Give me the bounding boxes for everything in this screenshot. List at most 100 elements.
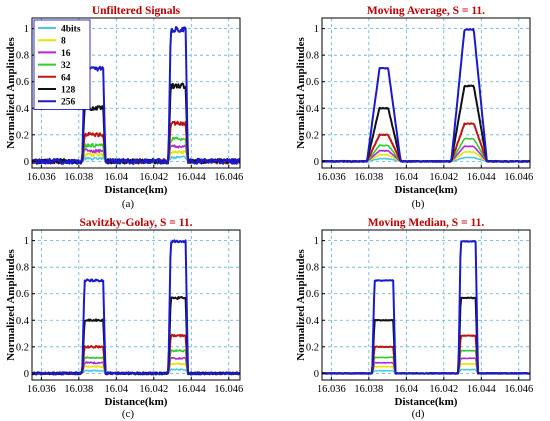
- chart-title: Unfiltered Signals: [92, 5, 181, 17]
- y-tick-label: 0.4: [306, 316, 320, 327]
- y-tick-label: 0.6: [16, 289, 29, 300]
- x-tick-label: 16.046: [214, 384, 243, 395]
- y-tick-label: 0.4: [16, 104, 30, 115]
- series-line-4: [322, 334, 530, 375]
- y-tick-label: 0: [24, 157, 29, 168]
- panel-caption: (b): [412, 198, 425, 210]
- y-tick-label: 0.2: [306, 342, 319, 353]
- series-group: [32, 25, 240, 165]
- x-tick-label: 16.04: [395, 172, 419, 183]
- x-tick-label: 16.038: [64, 172, 93, 183]
- y-tick-label: 0.2: [16, 342, 29, 353]
- series-line-3: [322, 349, 530, 375]
- x-tick-label: 16.04: [105, 172, 129, 183]
- y-tick-label: 0: [314, 369, 319, 380]
- series-line-2: [322, 145, 530, 163]
- y-tick-label: 1: [314, 24, 319, 35]
- chart-panel-2: 16.036 16.038 16.04 16.042 16.044 16.046 0 0.2 0…: [5, 217, 243, 420]
- y-axis-label: Normalized Amplitudes: [5, 37, 17, 149]
- series-group: [322, 28, 530, 163]
- x-tick-label: 16.036: [27, 172, 56, 183]
- y-tick-label: 0.6: [16, 77, 29, 88]
- legend-label-0: 4bits: [61, 25, 81, 35]
- y-tick-label: 0: [314, 157, 319, 168]
- x-tick-label: 16.036: [317, 172, 346, 183]
- panel-caption: (c): [122, 408, 135, 420]
- y-tick-label: 1: [314, 236, 319, 247]
- series-line-6: [32, 25, 240, 165]
- x-tick-label: 16.038: [64, 384, 93, 395]
- y-tick-label: 0: [24, 369, 29, 380]
- x-tick-label: 16.038: [354, 172, 383, 183]
- x-tick-label: 16.036: [317, 384, 346, 395]
- x-tick-label: 16.042: [429, 384, 458, 395]
- x-tick-label: 16.046: [214, 172, 243, 183]
- legend-label-3: 32: [61, 61, 71, 71]
- series-group: [322, 240, 530, 375]
- y-tick-label: 1: [24, 24, 29, 35]
- x-tick-label: 16.044: [177, 384, 207, 395]
- x-tick-label: 16.04: [105, 384, 129, 395]
- y-tick-label: 0.4: [306, 104, 320, 115]
- chart-panel-0: 16.036 16.038 16.04 16.042 16.044 16.046 0 0.2 0…: [5, 5, 243, 210]
- legend-label-5: 128: [61, 86, 76, 96]
- y-tick-label: 0.4: [16, 316, 30, 327]
- series-line-4: [32, 333, 240, 376]
- x-tick-label: 16.042: [429, 172, 458, 183]
- y-tick-label: 0.8: [16, 263, 29, 274]
- x-tick-label: 16.044: [467, 384, 497, 395]
- y-axis-label: Normalized Amplitudes: [295, 37, 307, 149]
- legend-label-4: 64: [61, 73, 71, 83]
- x-tick-label: 16.04: [395, 384, 419, 395]
- series-line-4: [32, 120, 240, 165]
- x-tick-label: 16.044: [177, 172, 207, 183]
- series-line-6: [32, 239, 240, 376]
- legend-label-6: 256: [61, 98, 76, 108]
- panel-caption: (d): [412, 408, 425, 420]
- series-line-1: [322, 362, 530, 375]
- x-tick-label: 16.046: [504, 384, 533, 395]
- y-tick-label: 0.8: [306, 51, 319, 62]
- y-tick-label: 0.2: [306, 130, 319, 141]
- series-line-4: [322, 122, 530, 163]
- x-tick-label: 16.042: [139, 384, 168, 395]
- axes-frame: [31, 229, 241, 381]
- x-axis-label: Distance(km): [395, 184, 458, 196]
- legend-label-1: 8: [61, 37, 66, 47]
- panel-caption: (a): [122, 198, 135, 210]
- x-axis-label: Distance(km): [105, 184, 168, 196]
- x-tick-label: 16.044: [467, 172, 497, 183]
- x-tick-label: 16.036: [27, 384, 56, 395]
- x-axis-label: Distance(km): [395, 396, 458, 408]
- y-tick-label: 0.6: [306, 289, 319, 300]
- chart-title: Moving Average, S = 11.: [367, 5, 485, 17]
- chart-title: Savitzky-Golay, S = 11.: [80, 217, 193, 229]
- y-tick-label: 0.6: [306, 77, 319, 88]
- axes-frame: [31, 17, 241, 169]
- y-tick-label: 1: [24, 236, 29, 247]
- series-line-6: [322, 240, 530, 375]
- series-line-5: [32, 296, 240, 376]
- x-tick-label: 16.046: [504, 172, 533, 183]
- series-line-2: [322, 357, 530, 375]
- legend-label-2: 16: [61, 49, 71, 59]
- series-line-5: [322, 296, 530, 375]
- x-tick-label: 16.042: [139, 172, 168, 183]
- axes-frame: [321, 229, 531, 381]
- x-tick-label: 16.038: [354, 384, 383, 395]
- y-axis-label: Normalized Amplitudes: [295, 249, 307, 361]
- y-tick-label: 0.8: [16, 51, 29, 62]
- series-line-5: [322, 84, 530, 163]
- y-axis-label: Normalized Amplitudes: [5, 249, 17, 361]
- series-group: [32, 239, 240, 376]
- chart-panel-3: 16.036 16.038 16.04 16.042 16.044 16.046 0 0.2 0…: [295, 217, 533, 420]
- series-line-6: [322, 28, 530, 163]
- series-line-3: [32, 349, 240, 376]
- x-axis-label: Distance(km): [105, 396, 168, 408]
- series-line-2: [32, 356, 240, 375]
- chart-panel-1: 16.036 16.038 16.04 16.042 16.044 16.046 0 0.2 0…: [295, 5, 533, 210]
- series-line-3: [322, 137, 530, 163]
- chart-title: Moving Median, S = 11.: [368, 217, 485, 229]
- y-tick-label: 0.8: [306, 263, 319, 274]
